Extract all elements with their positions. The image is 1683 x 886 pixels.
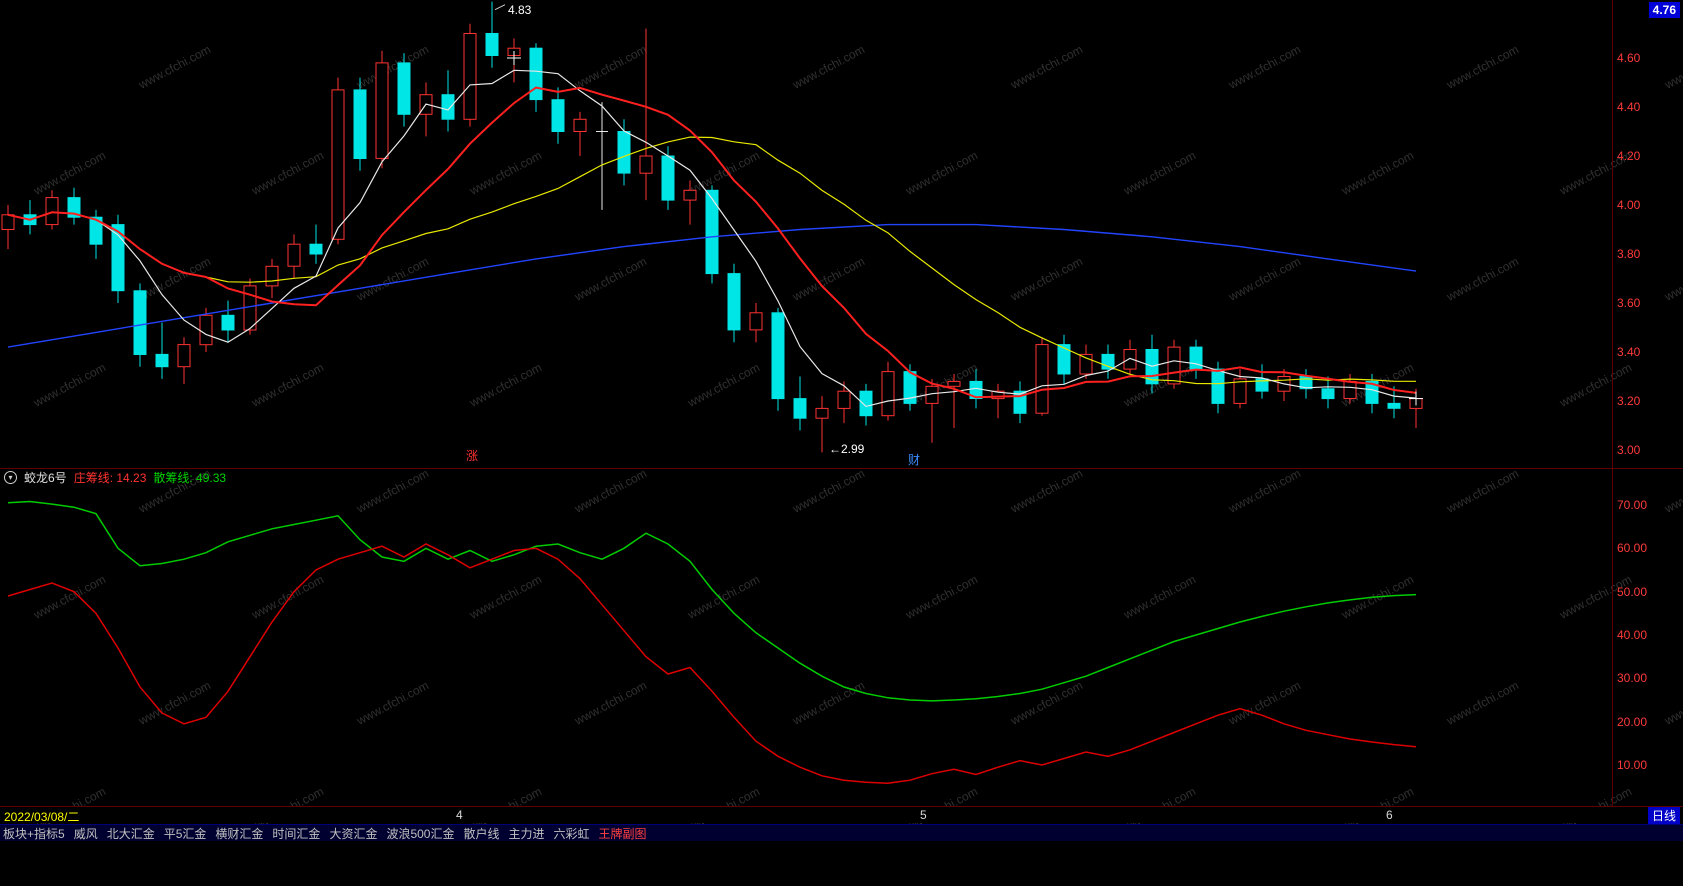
menu-item[interactable]: 大资汇金 bbox=[329, 827, 378, 841]
collapse-icon[interactable]: ▾ bbox=[4, 471, 17, 484]
axis-separator-line bbox=[1612, 0, 1613, 806]
price-tick-label: 4.00 bbox=[1617, 198, 1641, 212]
price-tick-label: 4.60 bbox=[1617, 51, 1641, 65]
month-tick-label: 4 bbox=[456, 808, 463, 822]
ma-long-line bbox=[7, 223, 1417, 348]
menu-item[interactable]: 板块+指标5 bbox=[3, 827, 65, 841]
ma5-line bbox=[7, 69, 1417, 408]
indicator-panel[interactable]: 70.00 60.00 50.00 40.00 30.00 20.00 10.00 bbox=[0, 486, 1683, 806]
sanchou-line bbox=[7, 500, 1417, 702]
price-tick-label: 3.60 bbox=[1617, 296, 1641, 310]
chart-annotation: ←2.99 bbox=[829, 442, 865, 457]
period-selector-badge[interactable]: 日线 bbox=[1647, 807, 1680, 824]
indicator-title: 蛟龙6号 bbox=[24, 471, 67, 485]
price-tick-label: 4.40 bbox=[1617, 100, 1641, 114]
indicator-tick-label: 10.00 bbox=[1617, 757, 1648, 772]
candlestick-chart[interactable] bbox=[0, 0, 1612, 468]
menu-item[interactable]: 王牌副图 bbox=[598, 827, 647, 841]
date-label: 2022/03/08/二 bbox=[4, 810, 80, 824]
time-axis-row: 2022/03/08/二 日线 4 5 6 bbox=[0, 807, 1683, 824]
menu-item[interactable]: 横财汇金 bbox=[215, 827, 264, 841]
zhuchou-line bbox=[7, 543, 1417, 784]
main-chart-panel[interactable]: 4.76 4.83 ←2.99 涨 财 4.60 4.40 4.20 4.00 3.80 3.60… bbox=[0, 0, 1683, 468]
chart-annotation: 涨 bbox=[466, 449, 479, 463]
menu-item[interactable]: 六彩虹 bbox=[553, 827, 590, 841]
menu-item[interactable]: 波浪500汇金 bbox=[386, 827, 455, 841]
ma10-line bbox=[7, 86, 1417, 399]
bottom-menu-bar: 板块+指标5 威风 北大汇金 平5汇金 横财汇金 时间汇金 大资汇金 波浪500汇金 散户线 主力… bbox=[0, 824, 1683, 841]
menu-item[interactable]: 北大汇金 bbox=[106, 827, 155, 841]
indicator-tick-label: 50.00 bbox=[1617, 584, 1648, 599]
bottom-separator-line bbox=[0, 806, 1683, 807]
indicator-chart[interactable] bbox=[0, 486, 1612, 806]
indicator-tick-label: 20.00 bbox=[1617, 714, 1648, 729]
indicator-value-sanchou: 散筹线: 49.33 bbox=[153, 471, 227, 485]
menu-item[interactable]: 散户线 bbox=[463, 827, 500, 841]
panel-separator-line bbox=[0, 468, 1683, 469]
annotation-arrow bbox=[494, 4, 506, 11]
price-tick-label: 3.20 bbox=[1617, 394, 1641, 408]
candles bbox=[1, 1, 1423, 453]
menu-item[interactable]: 时间汇金 bbox=[272, 827, 321, 841]
chart-annotation: 财 bbox=[908, 453, 921, 467]
indicator-header: ▾ 蛟龙6号 庄筹线: 14.23 散筹线: 49.33 bbox=[0, 469, 1616, 486]
indicator-tick-label: 70.00 bbox=[1617, 498, 1648, 512]
month-tick-label: 5 bbox=[920, 808, 927, 822]
price-tick-label: 3.80 bbox=[1617, 247, 1641, 261]
indicator-tick-label: 40.00 bbox=[1617, 627, 1648, 642]
menu-item[interactable]: 主力进 bbox=[508, 827, 545, 841]
axis-top-price-badge: 4.76 bbox=[1648, 2, 1680, 18]
ma20-line bbox=[7, 136, 1416, 385]
price-tick-label: 3.40 bbox=[1617, 345, 1641, 359]
chart-annotation: 4.83 bbox=[508, 2, 532, 17]
indicator-tick-label: 60.00 bbox=[1617, 541, 1648, 556]
indicator-value-zhuchou: 庄筹线: 14.23 bbox=[73, 471, 147, 485]
price-tick-label: 3.00 bbox=[1617, 443, 1641, 457]
month-tick-label: 6 bbox=[1386, 808, 1393, 822]
menu-item[interactable]: 平5汇金 bbox=[163, 827, 207, 841]
price-tick-label: 4.20 bbox=[1617, 149, 1641, 163]
indicator-tick-label: 30.00 bbox=[1617, 671, 1648, 686]
menu-item[interactable]: 威风 bbox=[73, 827, 98, 841]
